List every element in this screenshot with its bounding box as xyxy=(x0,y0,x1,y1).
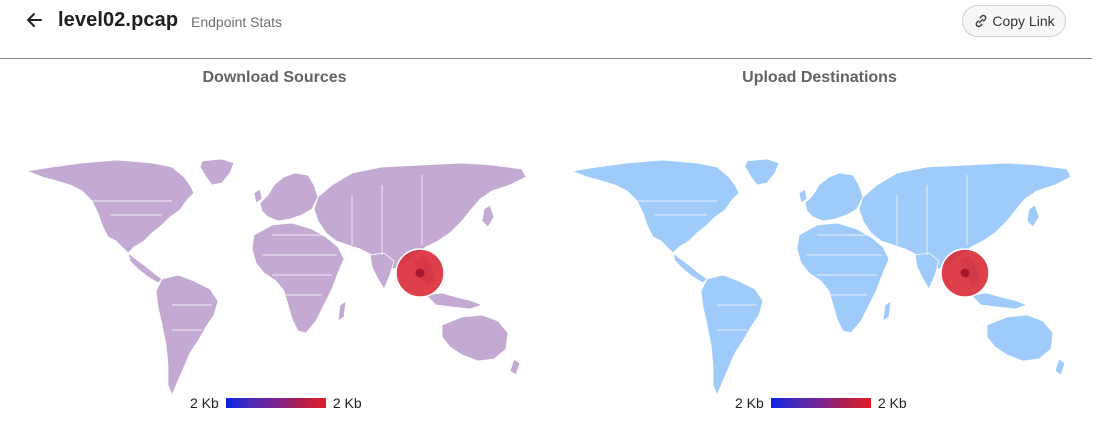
central-america-shape xyxy=(672,252,708,284)
madagascar-shape xyxy=(337,300,347,322)
legend-min-label: 2 Kb xyxy=(190,395,219,411)
greenland-shape xyxy=(744,158,780,186)
india-shape xyxy=(369,252,395,290)
header: level02.pcap Endpoint Stats Copy Link xyxy=(0,0,1100,58)
legend-gradient-bar xyxy=(225,398,326,408)
color-legend: 2 Kb 2 Kb xyxy=(190,395,362,411)
central-america-shape xyxy=(127,252,163,284)
asia-shape xyxy=(313,162,527,270)
europe-shape xyxy=(259,172,319,222)
legend-gradient-bar xyxy=(770,398,871,408)
africa-shape xyxy=(251,222,345,334)
south-america-shape xyxy=(155,274,219,397)
madagascar-shape xyxy=(882,300,892,322)
asia-shape xyxy=(858,162,1072,270)
africa-shape xyxy=(796,222,890,334)
color-legend: 2 Kb 2 Kb xyxy=(735,395,907,411)
britain-shape xyxy=(253,188,263,204)
north-america-shape xyxy=(570,159,740,254)
legend-min-label: 2 Kb xyxy=(735,395,764,411)
panel-title: Upload Destinations xyxy=(742,69,897,86)
indonesia-shape xyxy=(425,292,484,310)
britain-shape xyxy=(798,188,808,204)
upload-destinations-panel: Upload Destinations 2 Kb 2 Kb xyxy=(547,60,1092,430)
arrow-left-icon xyxy=(27,13,42,27)
japan-shape xyxy=(1026,204,1040,228)
country-borders xyxy=(637,175,968,331)
link-icon xyxy=(975,14,987,28)
traffic-marker-center xyxy=(415,268,425,278)
australia-shape xyxy=(441,314,509,362)
indonesia-shape xyxy=(970,292,1029,310)
australia-shape xyxy=(986,314,1054,362)
panel-title: Download Sources xyxy=(202,69,347,86)
europe-shape xyxy=(804,172,864,222)
greenland-shape xyxy=(199,158,235,186)
new-zealand-shape xyxy=(1054,358,1066,376)
page-title: level02.pcap xyxy=(58,9,179,31)
world-map xyxy=(25,158,527,397)
back-button[interactable] xyxy=(24,9,46,31)
header-divider xyxy=(0,58,1092,59)
copy-link-label: Copy Link xyxy=(992,13,1055,29)
legend-max-label: 2 Kb xyxy=(877,395,907,411)
north-america-shape xyxy=(25,159,195,254)
new-zealand-shape xyxy=(509,358,521,376)
land-masses xyxy=(25,158,527,397)
copy-link-button[interactable]: Copy Link xyxy=(962,5,1066,37)
legend-max-label: 2 Kb xyxy=(332,395,362,411)
japan-shape xyxy=(481,204,495,228)
south-america-shape xyxy=(700,274,764,397)
world-map xyxy=(570,158,1072,397)
india-shape xyxy=(914,252,940,290)
country-borders xyxy=(92,175,423,331)
download-sources-panel: Download Sources xyxy=(2,60,547,430)
land-masses xyxy=(570,158,1072,397)
page-subtitle: Endpoint Stats xyxy=(191,14,283,30)
traffic-marker-center xyxy=(960,268,970,278)
